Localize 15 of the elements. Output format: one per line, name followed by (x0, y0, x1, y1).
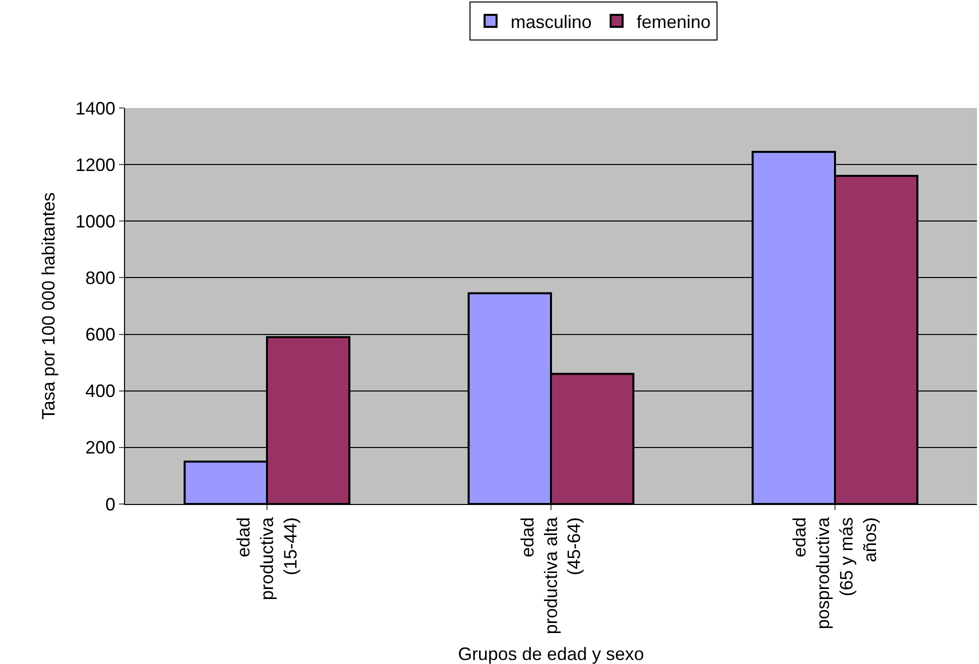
x-axis-title: Grupos de edad y sexo (458, 644, 644, 664)
y-tick-label: 200 (85, 438, 116, 458)
x-tick-label: edad posproductiva (65 y más años) (790, 516, 880, 630)
y-tick-label: 0 (105, 494, 116, 514)
legend-label: femenino (636, 12, 711, 32)
y-axis-title: Tasa por 100 000 habitantes (38, 192, 59, 420)
x-tick-label: edad productiva (15-44) (233, 516, 300, 600)
y-tick-label: 1000 (75, 211, 116, 232)
y-tick-label: 800 (85, 268, 116, 288)
y-tick-label: 600 (85, 324, 116, 345)
y-tick-label: 1400 (75, 98, 116, 118)
y-tick-label: 400 (85, 381, 116, 402)
x-tick-label: edad productiva alta (45-64) (517, 516, 584, 634)
y-tick-label: 1200 (75, 154, 116, 175)
legend-label: masculino (510, 12, 592, 32)
